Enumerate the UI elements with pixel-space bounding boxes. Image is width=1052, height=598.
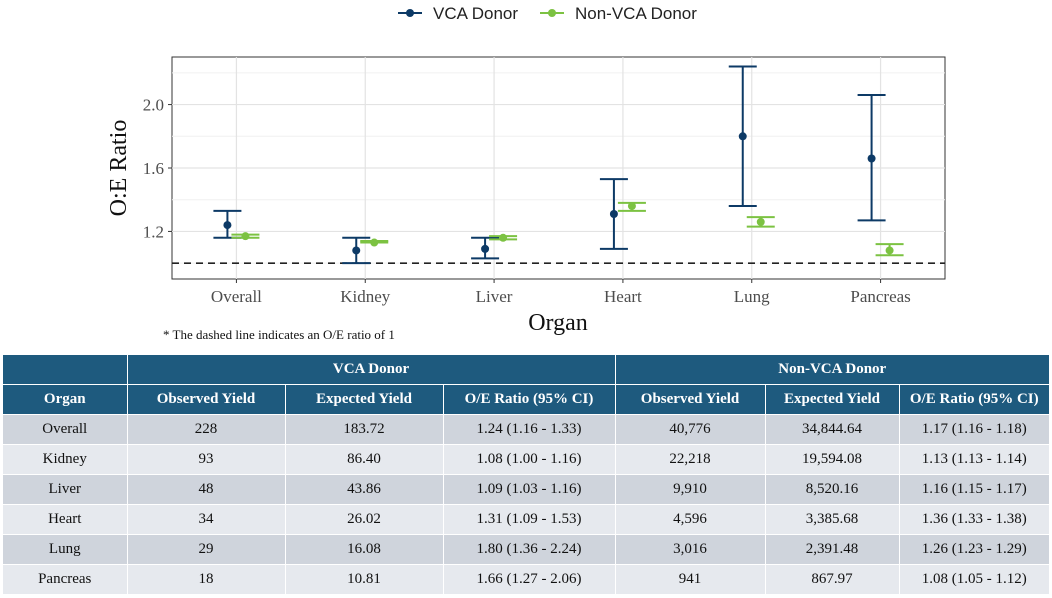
table-cell: 1.16 (1.15 - 1.17)	[899, 474, 1050, 505]
point-nonvca	[756, 217, 765, 226]
point-vca	[481, 244, 490, 253]
table-cell: 1.26 (1.23 - 1.29)	[899, 534, 1050, 565]
point-nonvca	[627, 202, 636, 211]
table-cell: 86.40	[285, 444, 444, 475]
y-tick-label: 1.6	[143, 159, 164, 178]
table-body: Overall 228 183.72 1.24 (1.16 - 1.33) 40,776…	[3, 414, 1050, 595]
table-cell: Kidney	[3, 444, 128, 475]
column-header: Expected Yield	[765, 384, 900, 415]
table-cell: 16.08	[285, 534, 444, 565]
table-cell: Overall	[3, 414, 128, 445]
y-tick-label: 1.2	[143, 222, 164, 241]
group-header-row: VCA Donor Non-VCA Donor	[3, 355, 1050, 385]
table-cell: 1.17 (1.16 - 1.18)	[899, 414, 1050, 445]
column-header: Expected Yield	[285, 384, 444, 415]
table-cell: 1.13 (1.13 - 1.14)	[899, 444, 1050, 475]
table-cell: 43.86	[285, 474, 444, 505]
column-header-row: Organ Observed Yield Expected Yield O/E Rat…	[3, 384, 1050, 415]
point-nonvca	[499, 233, 508, 242]
y-axis-title: O:E Ratio	[106, 120, 132, 217]
point-vca	[223, 221, 232, 230]
table-cell: 867.97	[765, 564, 900, 595]
table-cell: 1.80 (1.36 - 2.24)	[443, 534, 616, 565]
table-cell: 1.66 (1.27 - 2.06)	[443, 564, 616, 595]
x-tick-label: Kidney	[340, 287, 391, 306]
table-cell: 48	[127, 474, 286, 505]
table-cell: Pancreas	[3, 564, 128, 595]
table-cell: 93	[127, 444, 286, 475]
table-row: Kidney 93 86.40 1.08 (1.00 - 1.16) 22,218 19,…	[3, 444, 1050, 475]
series-nonvca	[231, 201, 904, 257]
column-header: O/E Ratio (95% CI)	[899, 384, 1050, 415]
x-tick-label: Pancreas	[850, 287, 910, 306]
table-row: Heart 34 26.02 1.31 (1.09 - 1.53) 4,596 3,385…	[3, 504, 1050, 535]
table-cell: 29	[127, 534, 286, 565]
point-vca	[738, 132, 747, 141]
legend-nonvca-label: Non-VCA Donor	[575, 4, 697, 23]
group-header-blank	[3, 355, 128, 385]
table-cell: 1.31 (1.09 - 1.53)	[443, 504, 616, 535]
column-header: Organ	[3, 384, 128, 415]
table-cell: 26.02	[285, 504, 444, 535]
x-tick-label: Lung	[734, 287, 770, 306]
table-cell: 19,594.08	[765, 444, 900, 475]
series-marks	[213, 65, 904, 265]
series-vca	[213, 65, 886, 265]
y-axis: 1.2 1.6 2.0	[143, 96, 172, 241]
group-header-nonvca: Non-VCA Donor	[615, 355, 1050, 385]
table-cell: 1.08 (1.05 - 1.12)	[899, 564, 1050, 595]
oe-ratio-chart: VCA Donor Non-VCA Donor 1.2 1.6 2.0 Overal…	[106, 4, 946, 342]
table-cell: 8,520.16	[765, 474, 900, 505]
legend: VCA Donor Non-VCA Donor	[398, 4, 697, 23]
legend-nonvca-marker	[548, 9, 556, 17]
point-nonvca	[370, 238, 379, 247]
table-cell: 34,844.64	[765, 414, 900, 445]
table-cell: 228	[127, 414, 286, 445]
table-cell: 1.24 (1.16 - 1.33)	[443, 414, 616, 445]
x-axis: Overall Kidney Liver Heart Lung Pancreas	[211, 279, 911, 306]
table-cell: 1.09 (1.03 - 1.16)	[443, 474, 616, 505]
legend-vca-marker	[406, 9, 414, 17]
table-cell: Lung	[3, 534, 128, 565]
y-tick-label: 2.0	[143, 96, 164, 115]
point-vca	[867, 154, 876, 163]
table-cell: 34	[127, 504, 286, 535]
column-header: Observed Yield	[615, 384, 766, 415]
table-cell: 1.08 (1.00 - 1.16)	[443, 444, 616, 475]
table-row: Liver 48 43.86 1.09 (1.03 - 1.16) 9,910 8,520…	[3, 474, 1050, 505]
table-cell: 40,776	[615, 414, 766, 445]
reference-note: * The dashed line indicates an O/E ratio…	[163, 327, 395, 342]
x-tick-label: Overall	[211, 287, 262, 306]
table-cell: 941	[615, 564, 766, 595]
table-cell: 1.36 (1.33 - 1.38)	[899, 504, 1050, 535]
column-header: Observed Yield	[127, 384, 286, 415]
table-cell: 3,385.68	[765, 504, 900, 535]
column-header: O/E Ratio (95% CI)	[443, 384, 616, 415]
point-nonvca	[241, 232, 250, 241]
grid-lines	[172, 57, 945, 279]
table-row: Pancreas 18 10.81 1.66 (1.27 - 2.06) 941 867.…	[3, 564, 1050, 595]
point-vca	[352, 246, 361, 255]
group-header-vca: VCA Donor	[127, 355, 616, 385]
table-cell: 183.72	[285, 414, 444, 445]
table-cell: 4,596	[615, 504, 766, 535]
table-cell: 10.81	[285, 564, 444, 595]
table-row: Lung 29 16.08 1.80 (1.36 - 2.24) 3,016 2,391.…	[3, 534, 1050, 565]
legend-vca-label: VCA Donor	[433, 4, 518, 23]
table-cell: Liver	[3, 474, 128, 505]
point-nonvca	[885, 246, 894, 255]
table-cell: Heart	[3, 504, 128, 535]
summary-table: VCA Donor Non-VCA Donor Organ Observed Yi…	[3, 355, 1050, 595]
table-cell: 9,910	[615, 474, 766, 505]
point-vca	[609, 209, 618, 218]
table-row: Overall 228 183.72 1.24 (1.16 - 1.33) 40,776…	[3, 414, 1050, 445]
table-cell: 3,016	[615, 534, 766, 565]
table-cell: 22,218	[615, 444, 766, 475]
x-tick-label: Liver	[476, 287, 513, 306]
table-cell: 2,391.48	[765, 534, 900, 565]
table-cell: 18	[127, 564, 286, 595]
x-axis-title: Organ	[528, 310, 588, 336]
x-tick-label: Heart	[604, 287, 642, 306]
